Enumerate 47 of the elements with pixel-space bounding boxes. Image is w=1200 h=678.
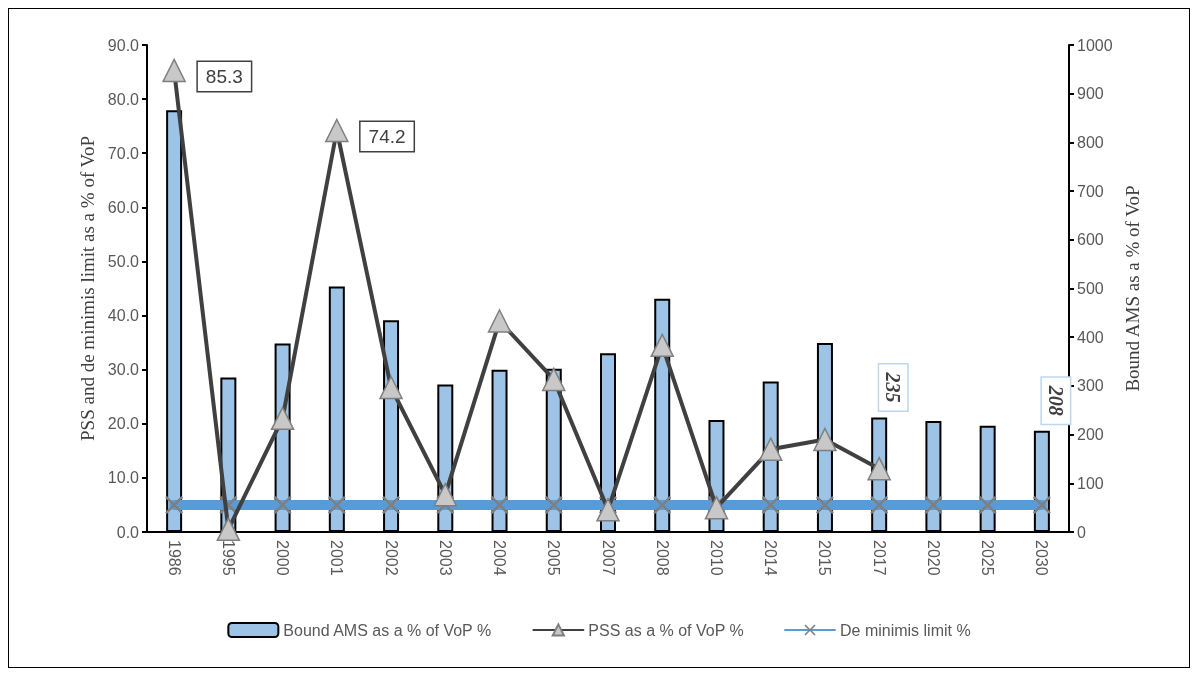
y2-tick-label: 200 [1077,426,1104,444]
x-tick-label: 2008 [653,540,671,576]
x-tick-label: 2017 [870,540,888,576]
y-tick-label: 40.0 [107,307,140,325]
y-axis-title: PSS and de minimis limit as a % of VoP [76,136,98,441]
y2-axis-title: Bound AMS as a % of VoP [1122,185,1144,392]
y-tick-label: 20.0 [107,415,140,433]
y2-tick-label: 100 [1077,474,1104,492]
x-tick-label: 2007 [599,540,617,576]
y2-tick-label: 400 [1077,328,1104,346]
y2-tick-label: 900 [1077,85,1104,103]
y2-tick-label: 1000 [1077,36,1113,54]
x-tick-label: 2000 [274,540,292,576]
y2-tick-label: 600 [1077,231,1104,249]
y2-tick-label: 700 [1077,182,1104,200]
x-tick-label: 2001 [328,540,346,576]
x-tick-label: 2014 [762,540,780,576]
data-label: 74.2 [368,126,406,147]
y2-tick-label: 800 [1077,133,1104,151]
x-tick-label: 2020 [924,540,942,576]
y-tick-label: 80.0 [107,90,140,108]
y-tick-label: 10.0 [107,469,140,487]
x-tick-label: 2003 [436,540,454,576]
x-tick-label: 2015 [816,540,834,576]
x-tick-label: 2030 [1033,540,1051,576]
legend-label: De minimis limit % [839,621,971,639]
data-label: 85.3 [205,65,243,87]
legend-label: Bound AMS as a % of VoP % [283,621,492,639]
y-tick-label: 60.0 [107,198,140,216]
y-tick-label: 50.0 [107,252,140,270]
x-tick-label: 2002 [382,540,400,576]
y-tick-label: 90.0 [107,36,140,54]
x-tick-label: 2010 [707,540,725,576]
x-tick-label: 2005 [545,540,563,576]
x-tick-label: 2004 [491,540,509,576]
data-label: 208 [1044,384,1067,416]
y-tick-label: 30.0 [107,361,140,379]
y2-tick-label: 300 [1077,377,1104,395]
y2-tick-label: 500 [1077,280,1104,297]
y2-tick-label: 0 [1077,523,1086,541]
legend-label: PSS as a % of VoP % [588,621,744,639]
y-tick-label: 0.0 [116,523,140,541]
x-tick-label: 1995 [219,540,237,576]
y-tick-label: 70.0 [107,144,140,162]
x-tick-label: 2025 [979,540,997,576]
data-label: 235 [882,371,905,403]
x-tick-label: 1986 [165,540,183,576]
